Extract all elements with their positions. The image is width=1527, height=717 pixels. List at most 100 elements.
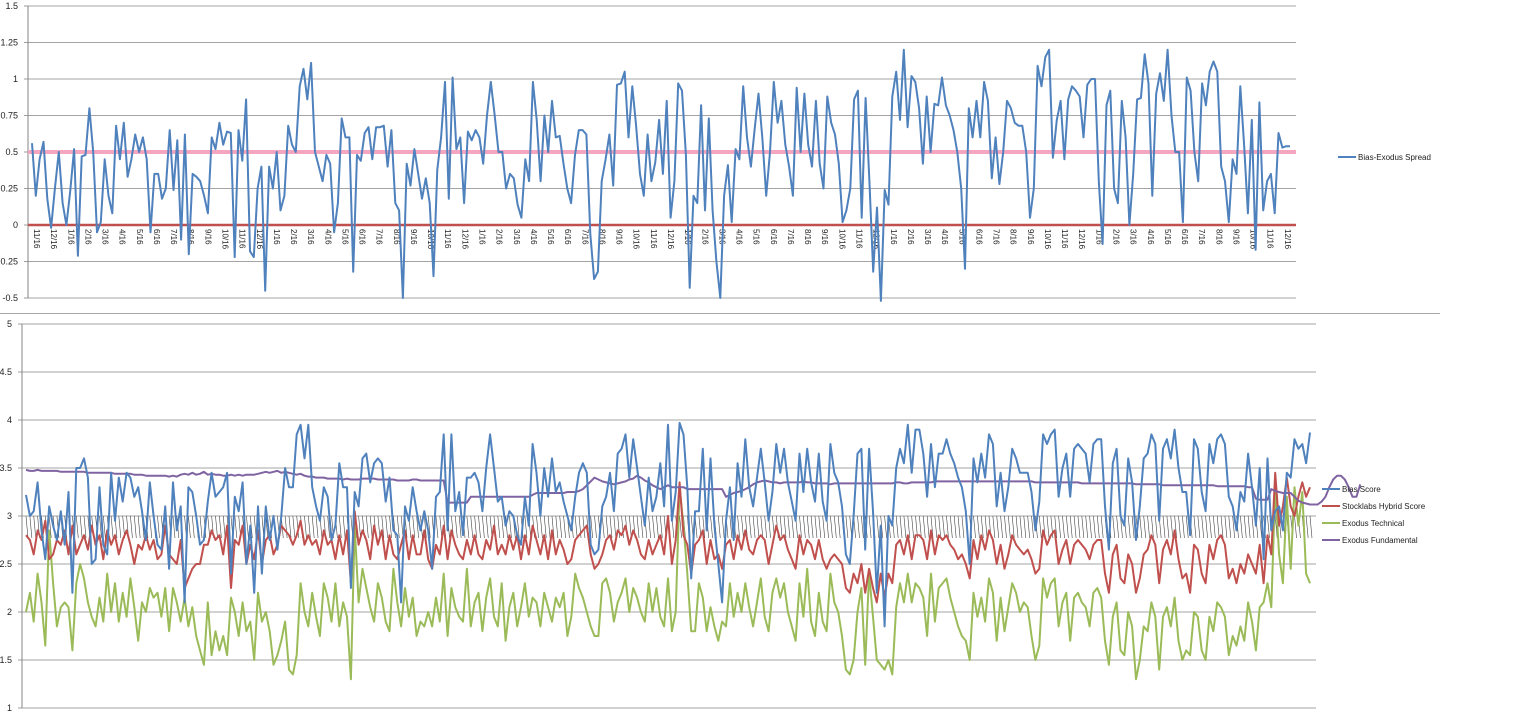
x-tick-mark: [439, 515, 443, 539]
x-tick-mark: [1062, 515, 1065, 539]
x-tick-mark: [799, 515, 802, 539]
legend-label: Bias-Exodus Spread: [1358, 153, 1431, 162]
x-tick-label: 9/16: [1231, 229, 1240, 245]
y-tick-label: 0.75: [0, 111, 18, 121]
x-tick-mark: [33, 515, 37, 539]
y-tick-label: 1.5: [0, 655, 12, 665]
x-tick-mark: [1162, 515, 1166, 539]
x-tick-mark: [1147, 515, 1150, 539]
y-tick-label: 4: [7, 415, 12, 425]
x-tick-mark: [118, 515, 122, 539]
x-tick-mark: [1131, 515, 1135, 539]
x-tick-mark: [845, 515, 849, 539]
y-tick-label: 1: [7, 703, 12, 713]
x-tick-mark: [311, 515, 315, 539]
y-tick-label: 0: [13, 220, 18, 230]
x-tick-mark: [1127, 515, 1131, 539]
x-tick-label: 11/16: [238, 229, 247, 249]
x-tick-label: 5/16: [1163, 229, 1172, 245]
x-tick-mark: [1066, 515, 1069, 539]
x-tick-mark: [524, 515, 528, 539]
x-tick-mark: [1274, 515, 1278, 539]
x-tick-mark: [741, 515, 744, 539]
x-tick-mark: [110, 515, 114, 539]
x-tick-mark: [1193, 515, 1197, 539]
x-tick-mark: [919, 515, 922, 539]
x-tick-mark: [803, 515, 806, 539]
x-tick-label: 4/16: [1146, 229, 1155, 245]
x-tick-mark: [83, 515, 87, 539]
x-tick-mark: [574, 515, 578, 539]
x-tick-mark: [787, 515, 791, 539]
x-tick-mark: [613, 515, 617, 539]
x-tick-mark: [911, 515, 914, 539]
x-tick-label: 7/16: [1197, 229, 1206, 245]
x-tick-mark: [342, 515, 346, 539]
x-tick-mark: [861, 515, 864, 539]
x-tick-label: 3/16: [101, 229, 110, 245]
x-tick-mark: [1247, 515, 1251, 539]
x-tick-mark: [922, 515, 926, 539]
x-tick-mark: [1259, 515, 1263, 539]
y-tick-label: -0.25: [0, 257, 18, 267]
x-tick-mark: [199, 515, 203, 539]
series-line-bias-score: [25, 421, 1311, 628]
x-tick-label: 8/16: [803, 229, 812, 245]
x-tick-mark: [1216, 515, 1220, 539]
x-tick-mark: [454, 515, 458, 539]
x-tick-mark: [1224, 515, 1228, 539]
legend-label: Bias Score: [1342, 485, 1381, 494]
x-tick-mark: [659, 515, 663, 539]
series-line-exodus-fundamental: [25, 468, 1362, 506]
x-tick-mark: [1096, 515, 1100, 539]
y-tick-label: 3.5: [0, 463, 12, 473]
legend-label: Exodus Fundamental: [1342, 536, 1418, 545]
x-tick-mark: [1251, 515, 1255, 539]
x-tick-mark: [29, 515, 33, 539]
x-tick-mark: [1220, 515, 1224, 539]
x-tick-mark: [369, 515, 373, 539]
x-tick-mark: [470, 515, 474, 539]
x-tick-mark: [219, 515, 222, 539]
x-tick-mark: [482, 515, 485, 539]
x-tick-label: 5/16: [752, 229, 761, 245]
x-tick-mark: [729, 515, 733, 539]
x-tick-mark: [837, 515, 841, 539]
x-tick-mark: [640, 515, 644, 539]
x-tick-label: 6/16: [974, 229, 983, 245]
x-tick-label: 5/16: [957, 229, 966, 245]
x-tick-mark: [857, 515, 860, 539]
x-tick-label: 2/16: [495, 229, 504, 245]
x-tick-mark: [934, 515, 938, 539]
x-tick-label: 7/16: [169, 229, 178, 245]
x-tick-mark: [296, 515, 300, 539]
x-tick-label: 10/16: [837, 229, 846, 250]
x-tick-mark: [130, 515, 133, 539]
x-tick-label: 7/16: [786, 229, 795, 245]
chart-divider: [0, 313, 1440, 314]
x-tick-mark: [1209, 515, 1212, 539]
x-tick-mark: [555, 515, 559, 539]
x-tick-mark: [830, 515, 833, 539]
x-tick-mark: [1305, 515, 1309, 539]
x-tick-mark: [25, 515, 29, 539]
legend-label: Exodus Technical: [1342, 519, 1404, 528]
x-tick-mark: [980, 515, 984, 539]
x-tick-mark: [222, 515, 226, 539]
x-tick-label: 5/16: [546, 229, 555, 245]
x-tick-mark: [752, 515, 756, 539]
x-tick-label: 9/16: [203, 229, 212, 245]
x-tick-mark: [1155, 515, 1158, 539]
x-tick-mark: [617, 515, 621, 539]
x-tick-mark: [1015, 515, 1019, 539]
x-tick-label: 2/16: [289, 229, 298, 245]
x-tick-mark: [1027, 515, 1030, 539]
x-tick-mark: [416, 515, 419, 539]
x-tick-mark: [79, 515, 83, 539]
x-tick-label: 10/16: [1043, 229, 1052, 250]
x-tick-mark: [1294, 515, 1297, 539]
x-tick-mark: [1185, 515, 1189, 539]
y-tick-label: 5: [7, 319, 12, 329]
x-tick-mark: [427, 515, 431, 539]
x-tick-mark: [748, 515, 752, 539]
